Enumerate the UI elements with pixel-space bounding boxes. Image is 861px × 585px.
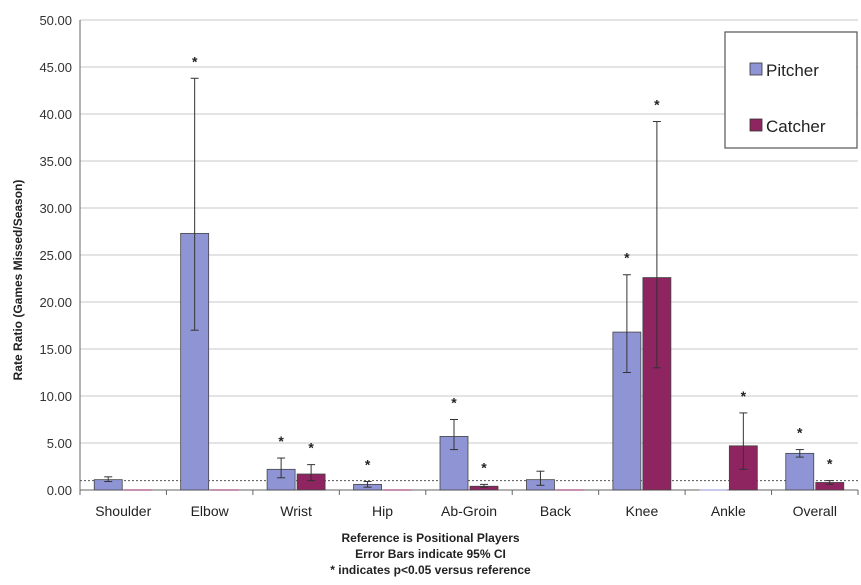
significance-markers: * * * * * * * * * * *: [192, 53, 833, 475]
x-category-label: Hip: [372, 503, 393, 519]
y-tick-label: 10.00: [39, 389, 72, 404]
x-category-label: Wrist: [280, 503, 312, 519]
x-axis-categories: Shoulder Elbow Wrist Hip Ab-Groin Back Knee Ank…: [95, 503, 837, 519]
significance-marker-catcher: *: [654, 97, 660, 113]
significance-marker-pitcher: *: [278, 433, 284, 449]
x-category-label: Ab-Groin: [441, 503, 497, 519]
legend-box: [724, 31, 858, 149]
y-tick-label: 25.00: [39, 248, 72, 263]
y-tick-label: 5.00: [47, 436, 72, 451]
y-tick-label: 15.00: [39, 342, 72, 357]
significance-marker-pitcher: *: [624, 250, 630, 266]
legend-swatch-pitcher: [749, 62, 763, 76]
significance-marker-pitcher: *: [451, 395, 457, 411]
y-axis-title: Rate Ratio (Games Missed/Season): [11, 180, 25, 381]
legend-label-catcher: Catcher: [766, 117, 826, 136]
significance-marker-catcher: *: [481, 459, 487, 475]
x-category-label: Knee: [626, 503, 659, 519]
x-category-label: Shoulder: [95, 503, 151, 519]
y-tick-label: 20.00: [39, 295, 72, 310]
significance-marker-pitcher: *: [192, 53, 198, 69]
significance-marker-catcher: *: [308, 440, 314, 456]
y-tick-label: 30.00: [39, 201, 72, 216]
y-tick-label: 40.00: [39, 107, 72, 122]
significance-marker-catcher: *: [827, 456, 833, 472]
y-tick-label: 50.00: [39, 13, 72, 28]
legend-swatch-catcher: [749, 118, 763, 132]
footnotes: Reference is Positional Players Error Ba…: [0, 530, 861, 578]
legend: Pitcher Catcher: [724, 31, 858, 149]
gridlines: [79, 19, 859, 495]
footnote-reference: Reference is Positional Players: [341, 531, 520, 545]
footnote-significance: * indicates p<0.05 versus reference: [330, 563, 531, 577]
x-category-label: Elbow: [191, 503, 230, 519]
bars: [93, 232, 845, 491]
bar-pitcher: [785, 452, 815, 491]
x-category-label: Back: [540, 503, 572, 519]
y-tick-label: 45.00: [39, 60, 72, 75]
legend-label-pitcher: Pitcher: [766, 61, 819, 80]
error-bars: [104, 77, 834, 488]
significance-marker-pitcher: *: [365, 457, 371, 473]
y-tick-label: 35.00: [39, 154, 72, 169]
footnote-error-bars: Error Bars indicate 95% CI: [355, 547, 506, 561]
y-tick-label: 0.00: [47, 483, 72, 498]
significance-marker-catcher: *: [741, 388, 747, 404]
y-axis-ticks: 0.00 5.00 10.00 15.00 20.00 25.00 30.00 35.00 40…: [39, 13, 72, 498]
x-category-label: Ankle: [711, 503, 746, 519]
significance-marker-pitcher: *: [797, 425, 803, 441]
x-category-label: Overall: [793, 503, 837, 519]
